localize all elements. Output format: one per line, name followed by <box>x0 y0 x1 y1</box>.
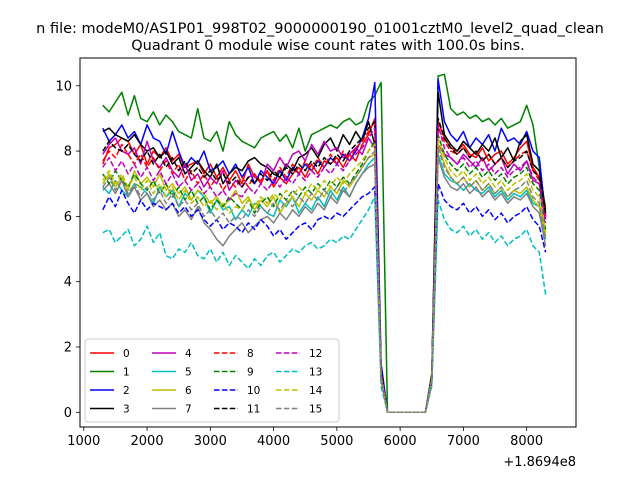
x-tick-label: 6000 <box>384 434 417 449</box>
x-tick-label: 1000 <box>67 434 100 449</box>
legend-label-12: 12 <box>309 348 322 360</box>
legend-label-15: 15 <box>309 404 322 416</box>
legend-label-14: 14 <box>309 385 323 397</box>
legend-label-6: 6 <box>185 385 192 397</box>
legend-label-10: 10 <box>247 385 260 397</box>
series-line-15 <box>102 147 547 414</box>
chart-title: Quadrant 0 module wise count rates with … <box>131 38 525 54</box>
series-line-4 <box>102 137 547 414</box>
legend-label-9: 9 <box>247 367 254 379</box>
series-line-14 <box>102 137 547 414</box>
legend-label-2: 2 <box>123 385 130 397</box>
legend-label-8: 8 <box>247 348 254 360</box>
legend-label-11: 11 <box>247 404 260 416</box>
y-tick-label: 0 <box>64 406 72 421</box>
y-tick-label: 2 <box>64 340 72 355</box>
legend-label-7: 7 <box>185 404 192 416</box>
plot-area <box>102 73 547 414</box>
series-line-12 <box>102 124 547 414</box>
x-tick-label: 4000 <box>257 434 290 449</box>
series-line-7 <box>102 156 547 414</box>
x-tick-label: 5000 <box>320 434 353 449</box>
legend-label-1: 1 <box>123 367 130 379</box>
x-tick-label: 8000 <box>510 434 543 449</box>
series-line-13 <box>102 196 547 414</box>
series-line-10 <box>102 182 547 414</box>
x-tick-label: 3000 <box>194 434 227 449</box>
chart-suptitle: n file: modeM0/AS1P01_998T02_9000000190_… <box>36 21 604 37</box>
x-tick-label: 2000 <box>131 434 164 449</box>
legend-label-4: 4 <box>185 348 192 360</box>
y-tick-label: 10 <box>55 79 72 94</box>
legend-box <box>84 338 340 423</box>
y-tick-label: 6 <box>64 210 72 225</box>
y-tick-label: 8 <box>64 145 72 160</box>
series-line-3 <box>102 91 547 414</box>
x-offset-text: +1.8694e8 <box>503 455 576 470</box>
x-tick-label: 7000 <box>447 434 480 449</box>
series-line-1 <box>102 73 547 414</box>
axes-frame <box>79 57 577 428</box>
legend-label-3: 3 <box>123 404 130 416</box>
legend-label-13: 13 <box>309 367 322 379</box>
y-tick-label: 4 <box>64 275 72 290</box>
legend-label-0: 0 <box>123 348 130 360</box>
legend-label-5: 5 <box>185 367 192 379</box>
series-line-11 <box>102 117 547 414</box>
